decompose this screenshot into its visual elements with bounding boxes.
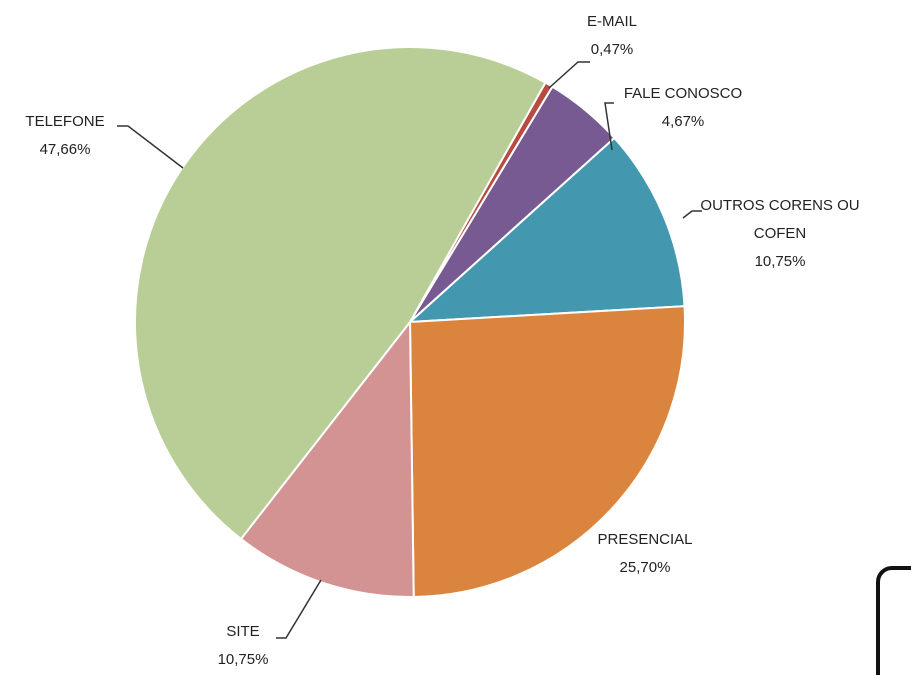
- leader-line: [276, 579, 322, 639]
- category-label: FALE CONOSCO: [623, 85, 743, 102]
- value-label: 25,70%: [619, 559, 671, 576]
- slice-label: TELEFONE 47,66%: [25, 108, 104, 164]
- leader-lines: [117, 61, 702, 639]
- value-label: 10,75%: [754, 253, 806, 270]
- slice-label: PRESENCIAL 25,70%: [597, 526, 692, 582]
- pie: [134, 46, 686, 598]
- value-label: 10,75%: [217, 651, 269, 668]
- pie-slice: [134, 46, 547, 541]
- leader-line: [682, 210, 702, 219]
- pie-slice: [407, 136, 686, 324]
- leader-line: [604, 102, 614, 151]
- pie-slice: [239, 319, 415, 598]
- category-label: SITE: [226, 623, 260, 640]
- leader-line: [548, 61, 590, 89]
- category-label: E-MAIL: [586, 13, 638, 30]
- value-label: 4,67%: [661, 113, 705, 130]
- slice-label: OUTROS CORENS OU COFEN 10,75%: [695, 192, 865, 276]
- value-label: 47,66%: [39, 141, 91, 158]
- category-label: TELEFONE: [25, 113, 105, 130]
- value-label: 0,47%: [590, 41, 634, 58]
- category-label: OUTROS CORENS OU COFEN: [700, 197, 864, 242]
- slice-label: FALE CONOSCO 4,67%: [624, 80, 742, 136]
- leader-line: [117, 125, 184, 169]
- corner-frame: [876, 566, 911, 675]
- slice-label: SITE 10,75%: [218, 618, 269, 674]
- pie-slice: [408, 305, 686, 598]
- category-label: PRESENCIAL: [597, 531, 693, 548]
- slice-label: E-MAIL 0,47%: [587, 8, 637, 64]
